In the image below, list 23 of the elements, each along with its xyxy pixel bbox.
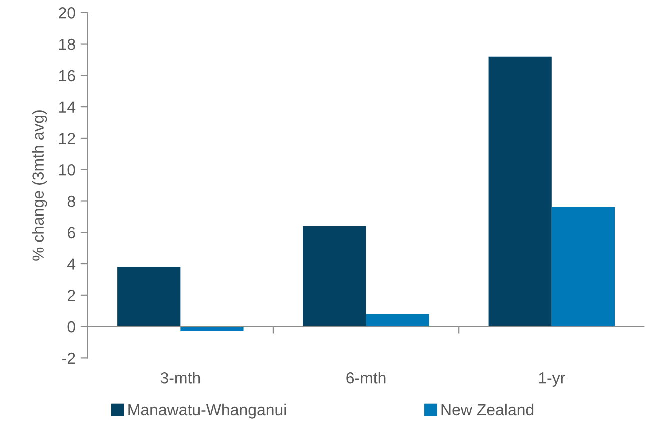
y-tick-label: -2 [62,352,76,364]
bar [118,267,181,327]
bar [303,226,366,327]
y-tick-label: 2 [68,290,76,302]
y-tick-label: 20 [59,8,76,19]
legend-label: Manawatu-Whanganui [128,404,286,419]
bar [488,56,552,327]
y-tick-label: 6 [68,227,76,239]
bar [552,208,616,327]
x-tick-label: 1-yr [539,372,566,387]
y-tick-label: 4 [68,258,76,270]
y-tick-label: 8 [68,196,76,208]
y-tick-label: 12 [60,133,76,144]
y-tick-label: 18 [60,38,76,50]
x-tick-label: 3-mth [160,372,200,384]
legend-label: New Zealand [442,404,534,416]
y-tick-label: 0 [68,321,76,333]
y-tick-label: 16 [60,70,76,82]
y-tick-label: 14 [60,102,76,113]
bar [366,314,430,327]
x-tick-label: 6-mth [346,372,386,384]
y-axis-title: % change (3mth avg) [32,110,48,261]
y-tick-label: 10 [60,164,76,176]
